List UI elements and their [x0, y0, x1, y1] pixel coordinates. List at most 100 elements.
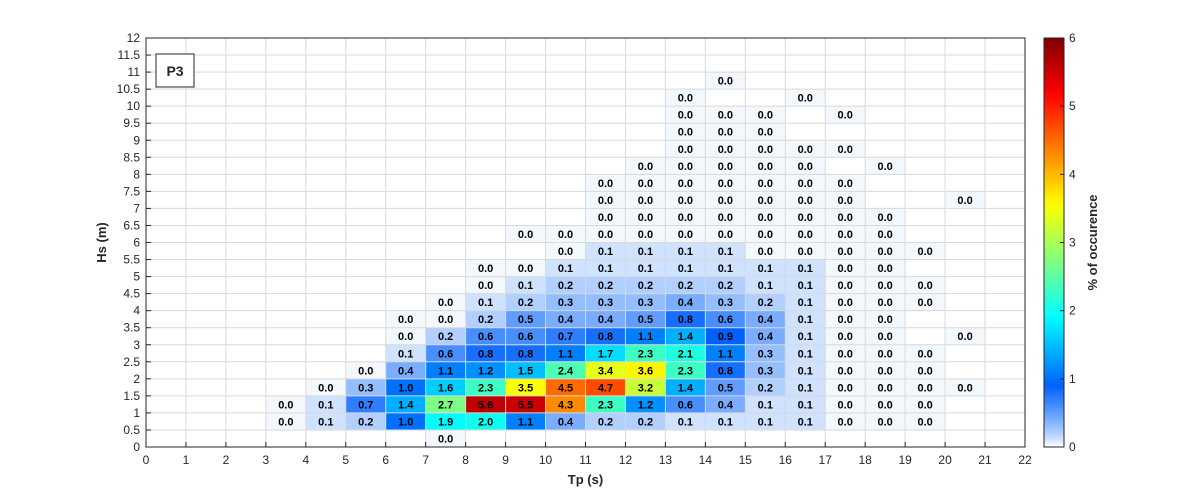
heatmap-cell	[625, 310, 666, 328]
heatmap-cell	[585, 412, 626, 430]
cell-value-label: 0.4	[758, 331, 774, 343]
cell-value-label: 0.0	[718, 76, 733, 88]
heatmap-cell	[705, 242, 746, 260]
cell-value-label: 0.0	[838, 178, 853, 190]
cell-value-label: 0.1	[798, 382, 813, 394]
heatmap-cell	[345, 378, 386, 396]
cell-value-label: 0.8	[478, 348, 493, 360]
cell-value-label: 0.0	[917, 297, 932, 309]
cell-value-label: 0.2	[598, 280, 613, 292]
cell-value-label: 1.1	[638, 331, 653, 343]
panel-label-frame	[155, 53, 195, 88]
cell-value-label: 0.0	[957, 331, 972, 343]
heatmap-cell	[945, 191, 986, 209]
heatmap-cell	[545, 276, 586, 294]
heatmap-cell	[945, 378, 986, 396]
heatmap-cell	[265, 412, 306, 430]
cell-value-label: 0.1	[718, 263, 733, 275]
heatmap-cell	[665, 106, 706, 124]
cell-value-label: 0.0	[957, 382, 972, 394]
y-tick-label: 11.5	[118, 48, 141, 62]
colorbar-tick-label: 2	[1069, 304, 1076, 318]
heatmap-cell	[425, 293, 466, 311]
heatmap-cell	[505, 378, 546, 396]
heatmap-cell	[865, 208, 906, 226]
x-axis-label: Tp (s)	[568, 472, 603, 487]
y-tick-label: 0.5	[123, 423, 140, 437]
heatmap-cell	[705, 378, 746, 396]
heatmap-cell	[905, 242, 946, 260]
colorbar-tick-label: 3	[1069, 236, 1076, 250]
cell-value-label: 0.0	[798, 212, 813, 224]
y-tick-label: 7.5	[123, 184, 140, 198]
cell-value-label: 0.0	[718, 229, 733, 241]
cell-value-label: 0.8	[678, 314, 693, 326]
heatmap-cell	[585, 327, 626, 345]
y-tick-label: 2.5	[123, 355, 140, 369]
heatmap-cell	[865, 242, 906, 260]
x-tick-label: 8	[462, 453, 469, 467]
cell-value-label: 0.1	[398, 348, 413, 360]
heatmap-cell	[465, 344, 506, 362]
cell-value-label: 0.0	[678, 110, 693, 122]
cell-value-label: 2.3	[478, 382, 493, 394]
heatmap-cell	[505, 361, 546, 379]
y-tick-label: 7	[133, 201, 140, 215]
heatmap-cell	[825, 310, 866, 328]
cell-value-label: 0.1	[798, 365, 813, 377]
heatmap-cell	[425, 327, 466, 345]
cell-value-label: 0.3	[558, 297, 573, 309]
cell-value-label: 0.0	[678, 178, 693, 190]
cell-value-label: 0.0	[798, 195, 813, 207]
x-tick-label: 19	[898, 453, 912, 467]
cell-value-label: 0.0	[838, 110, 853, 122]
x-tick-label: 13	[659, 453, 673, 467]
cell-value-label: 0.0	[798, 178, 813, 190]
cell-value-label: 1.4	[398, 399, 414, 411]
heatmap-cell	[825, 174, 866, 192]
heatmap-cell	[825, 361, 866, 379]
cell-value-label: 0.0	[678, 93, 693, 105]
cell-value-label: 0.3	[758, 348, 773, 360]
cell-value-label: 0.2	[598, 416, 613, 428]
heatmap-cell	[465, 361, 506, 379]
colorbar-ticks: 0 1 2 3 4 5 6	[1060, 31, 1076, 454]
cell-value-label: 0.0	[678, 127, 693, 139]
cell-value-label: 0.0	[838, 399, 853, 411]
cell-value-label: 0.0	[718, 178, 733, 190]
cell-value-label: 2.7	[438, 399, 453, 411]
heatmap-cell	[625, 157, 666, 175]
cell-value-label: 0.0	[878, 314, 893, 326]
y-tick-label: 6	[133, 236, 140, 250]
cell-value-labels: 0.0 0.0 0.1 0.2 1.0 1.9 2.0 1.1 0.4 0.2 0.2 0.1 0.1 0…	[278, 76, 973, 446]
cell-value-label: 0.1	[598, 246, 613, 258]
heatmap-cell	[745, 327, 786, 345]
cell-value-label: 0.5	[638, 314, 653, 326]
cell-value-label: 0.5	[718, 382, 733, 394]
cell-value-label: 0.0	[758, 110, 773, 122]
heatmap-cell	[625, 191, 666, 209]
y-tick-label: 8	[133, 167, 140, 181]
cell-value-label: 0.0	[318, 382, 333, 394]
cell-value-label: 0.1	[558, 263, 573, 275]
cell-value-label: 0.2	[558, 280, 573, 292]
cell-value-label: 0.0	[678, 229, 693, 241]
heatmap-cell	[625, 242, 666, 260]
cell-value-label: 0.4	[558, 416, 574, 428]
heatmap-cell	[385, 378, 426, 396]
x-tick-label: 17	[819, 453, 833, 467]
x-tick-label: 18	[859, 453, 873, 467]
heatmap-cell	[665, 208, 706, 226]
heatmap-cell	[625, 276, 666, 294]
heatmap-cell	[945, 327, 986, 345]
x-tick-label: 0	[143, 453, 150, 467]
heatmap-cell	[425, 361, 466, 379]
heatmap-cell	[865, 276, 906, 294]
heatmap-cell	[585, 242, 626, 260]
cell-value-label: 0.1	[478, 297, 493, 309]
cell-value-label: 0.0	[278, 399, 293, 411]
heatmap-cell	[505, 293, 546, 311]
heatmap-cell	[785, 361, 826, 379]
heatmap-cell	[705, 106, 746, 124]
x-tick-label: 22	[1018, 453, 1032, 467]
